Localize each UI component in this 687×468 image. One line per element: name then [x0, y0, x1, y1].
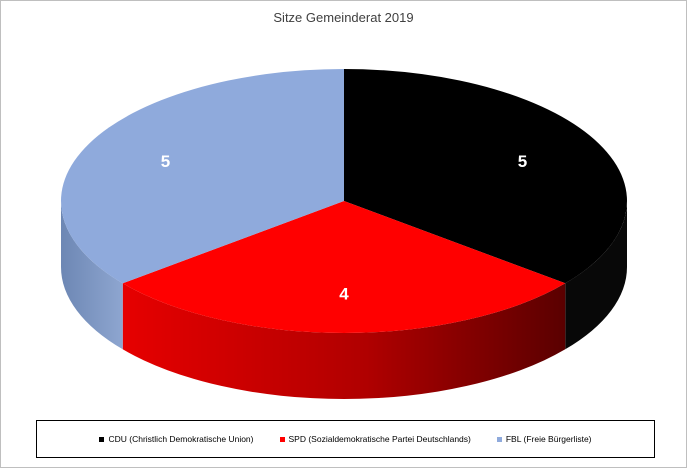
data-label-fbl: 5 — [161, 152, 170, 171]
chart-legend: CDU (Christlich Demokratische Union) SPD… — [36, 420, 655, 458]
pie-data-labels: 5 4 5 — [161, 152, 527, 303]
legend-item-fbl: FBL (Freie Bürgerliste) — [496, 434, 592, 444]
pie-slice-cdu — [344, 69, 627, 284]
data-label-cdu: 5 — [518, 152, 527, 171]
legend-label-cdu: CDU (Christlich Demokratische Union) — [108, 434, 254, 444]
legend-swatch-fbl — [496, 436, 502, 442]
legend-swatch-spd — [279, 436, 285, 442]
legend-item-cdu: CDU (Christlich Demokratische Union) — [99, 434, 254, 444]
legend-swatch-cdu — [99, 436, 105, 442]
pie-side-walls — [61, 201, 627, 399]
pie-top-faces — [61, 69, 627, 334]
pie-side-spd — [122, 283, 566, 399]
pie-side-fbl — [61, 201, 123, 350]
legend-label-fbl: FBL (Freie Bürgerliste) — [505, 434, 592, 444]
pie-slice-spd — [122, 201, 566, 334]
chart-title: Sitze Gemeinderat 2019 — [273, 10, 414, 25]
pie-side-cdu — [565, 201, 627, 350]
pie-slice-fbl — [61, 69, 344, 284]
legend-item-spd: SPD (Sozialdemokratische Partei Deutschl… — [279, 434, 471, 444]
data-label-spd: 4 — [339, 284, 349, 303]
legend-label-spd: SPD (Sozialdemokratische Partei Deutschl… — [288, 434, 471, 444]
